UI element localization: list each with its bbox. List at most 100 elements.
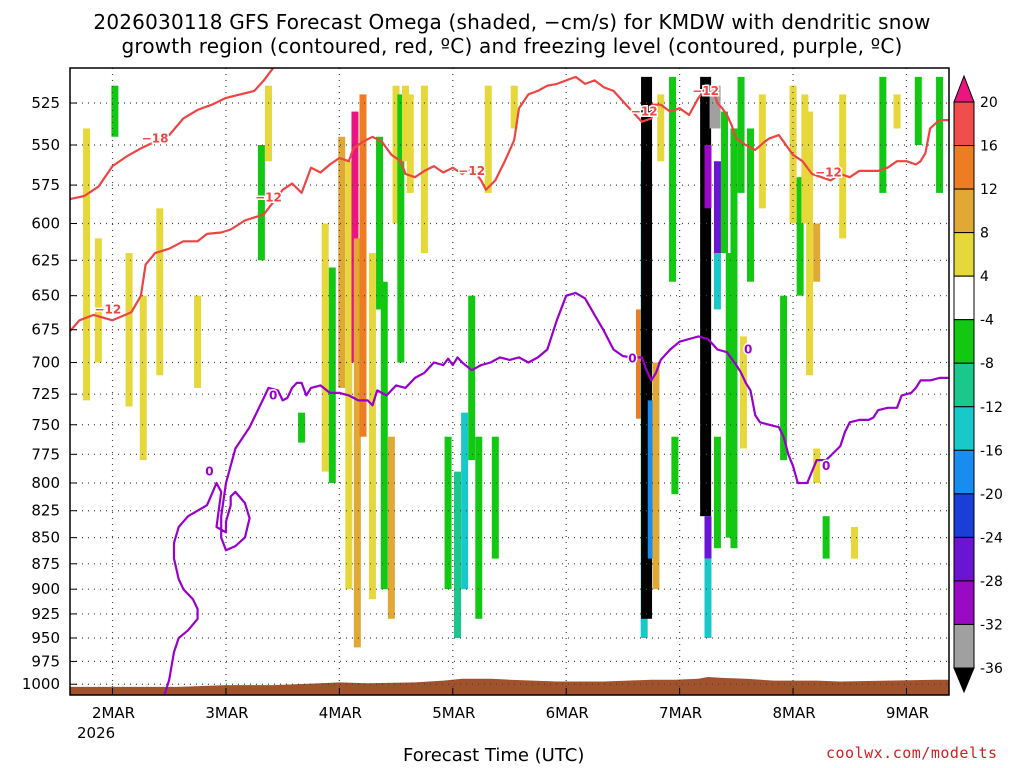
colorbar-label: -28 [980, 574, 1003, 590]
omega-band [780, 295, 788, 461]
omega-band [704, 516, 712, 559]
x-axis-title: Forecast Time (UTC) [403, 745, 585, 766]
omega-band [647, 400, 655, 559]
omega-band [801, 94, 809, 224]
y-tick-label: 850 [31, 529, 60, 547]
year-label: 2026 [77, 724, 115, 742]
x-tick-label: 3MAR [205, 704, 248, 722]
ground-surface [70, 677, 949, 695]
plot-frame [69, 67, 950, 696]
omega-band [813, 223, 821, 282]
colorbar-label: -20 [980, 487, 1003, 503]
omega-band [139, 295, 147, 461]
y-tick-label: 575 [31, 176, 60, 194]
omega-band [406, 94, 414, 193]
y-tick-label: 600 [31, 214, 60, 232]
y-tick-label: 550 [31, 136, 60, 154]
omega-band [700, 76, 712, 517]
omega-band [345, 161, 353, 590]
y-tick-label: 675 [31, 321, 60, 339]
colorbar-swatch [953, 232, 975, 277]
colorbar-label: 8 [980, 226, 989, 242]
omega-band [376, 136, 384, 310]
colorbar-swatch [953, 362, 975, 408]
y-tick-label: 775 [31, 445, 60, 463]
x-tick-label: 4MAR [319, 704, 362, 722]
omega-band [879, 76, 887, 193]
contour-label-layer: −18 −12 −12 −12 −12 −12 −12 0 0 0 0 0 [93, 82, 843, 480]
omega-band [713, 436, 721, 549]
y-tick-label: 725 [31, 385, 60, 403]
omega-band [713, 253, 721, 310]
y-tick-label: 750 [31, 416, 60, 434]
omega-band [796, 177, 804, 296]
colorbar-label: 16 [980, 139, 998, 155]
contour-line [70, 68, 275, 201]
omega-band [338, 136, 346, 388]
omega-band [758, 94, 766, 209]
omega-band [510, 85, 518, 129]
omega-band [359, 94, 367, 437]
y-tick-label: 625 [31, 251, 60, 269]
omega-band [468, 295, 476, 461]
contour-label: −12 [458, 164, 485, 178]
omega-band [444, 436, 452, 590]
omega-band [704, 144, 712, 209]
contour-line [70, 75, 658, 332]
omega-band [156, 208, 164, 376]
colorbar-swatch [953, 406, 975, 451]
colorbar-swatch [953, 188, 975, 234]
y-tick-label: 925 [31, 605, 60, 623]
omega-band [747, 128, 755, 282]
colorbar-swatch [953, 493, 975, 538]
omega-band [806, 111, 814, 376]
contour-line [163, 291, 949, 695]
omega-band [111, 85, 119, 137]
omega-band [739, 336, 747, 449]
colorbar-label: 20 [980, 95, 998, 111]
x-tick-label: 9MAR [886, 704, 929, 722]
contour-label: −12 [255, 191, 282, 205]
ground-layer [70, 677, 949, 695]
colorbar-swatch [953, 449, 975, 495]
y-tick-label: 700 [31, 354, 60, 372]
omega-band [491, 436, 499, 559]
contour-label: −12 [815, 165, 842, 179]
colorbar-swatch [953, 536, 975, 582]
y-tick-label: 875 [31, 555, 60, 573]
omega-band [368, 253, 376, 600]
colorbar: 20 16 12 8 4 -4 -8 -12 -16 -20 -24 -28 -32 -36 [953, 74, 1003, 694]
colorbar-label: -24 [980, 530, 1003, 546]
omega-band [264, 85, 272, 162]
colorbar-label: -16 [980, 443, 1003, 459]
omega-band [936, 76, 944, 193]
omega-band [83, 128, 91, 401]
colorbar-label: -32 [980, 617, 1003, 633]
contour-label: −18 [142, 131, 169, 145]
x-tick-label: 7MAR [659, 704, 702, 722]
contour-layer [70, 68, 949, 695]
omega-band [351, 111, 359, 363]
y-tick-label: 650 [31, 287, 60, 305]
omega-band [641, 76, 653, 619]
omega-band [380, 281, 388, 590]
y-tick-label: 800 [31, 474, 60, 492]
omega-band [713, 161, 721, 254]
x-axis: 2026 2MAR 3MAR 4MAR 5MAR 6MAR 7MAR 8MAR 9MAR [77, 688, 929, 742]
omega-band [730, 128, 738, 549]
omega-band [893, 94, 901, 129]
omega-band [257, 144, 265, 261]
grid-layer [70, 68, 949, 695]
omega-band [420, 85, 428, 254]
omega-band [397, 94, 405, 363]
omega-band [850, 526, 858, 559]
colorbar-label: -12 [980, 400, 1003, 416]
omega-band [461, 412, 469, 590]
colorbar-label: 12 [980, 182, 998, 198]
omega-band [652, 362, 660, 590]
omega-band [657, 94, 665, 162]
contour-label: 0 [269, 388, 277, 402]
omega-band [94, 238, 102, 363]
omega-shading-layer [83, 76, 944, 648]
